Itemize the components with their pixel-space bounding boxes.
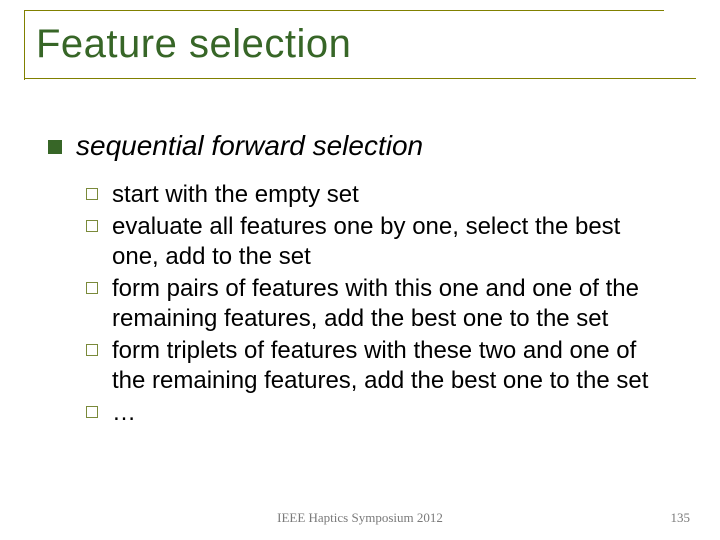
outline-bullet-icon [86,220,98,232]
sub-list: start with the empty set evaluate all fe… [86,180,680,428]
list-item-text: start with the empty set [112,180,359,210]
title-rule-left [24,10,25,80]
outline-bullet-icon [86,188,98,200]
page-number: 135 [671,510,691,526]
title-underline [24,78,696,79]
list-item-text: evaluate all features one by one, select… [112,212,672,272]
square-bullet-icon [48,140,62,154]
outline-bullet-icon [86,282,98,294]
slide: Feature selection sequential forward sel… [0,0,720,540]
heading-row: sequential forward selection [48,130,680,162]
list-item-text: form pairs of features with this one and… [112,274,672,334]
list-item: start with the empty set [86,180,680,210]
list-item: form pairs of features with this one and… [86,274,680,334]
list-item: … [86,398,680,428]
list-item-text: form triplets of features with these two… [112,336,672,396]
list-item: form triplets of features with these two… [86,336,680,396]
list-item: evaluate all features one by one, select… [86,212,680,272]
footer-text: IEEE Haptics Symposium 2012 [0,510,720,526]
title-rule-top [24,10,664,11]
heading-text: sequential forward selection [76,130,423,162]
outline-bullet-icon [86,344,98,356]
content-area: sequential forward selection start with … [48,130,680,430]
outline-bullet-icon [86,406,98,418]
list-item-text: … [112,398,136,428]
slide-title: Feature selection [36,22,351,67]
